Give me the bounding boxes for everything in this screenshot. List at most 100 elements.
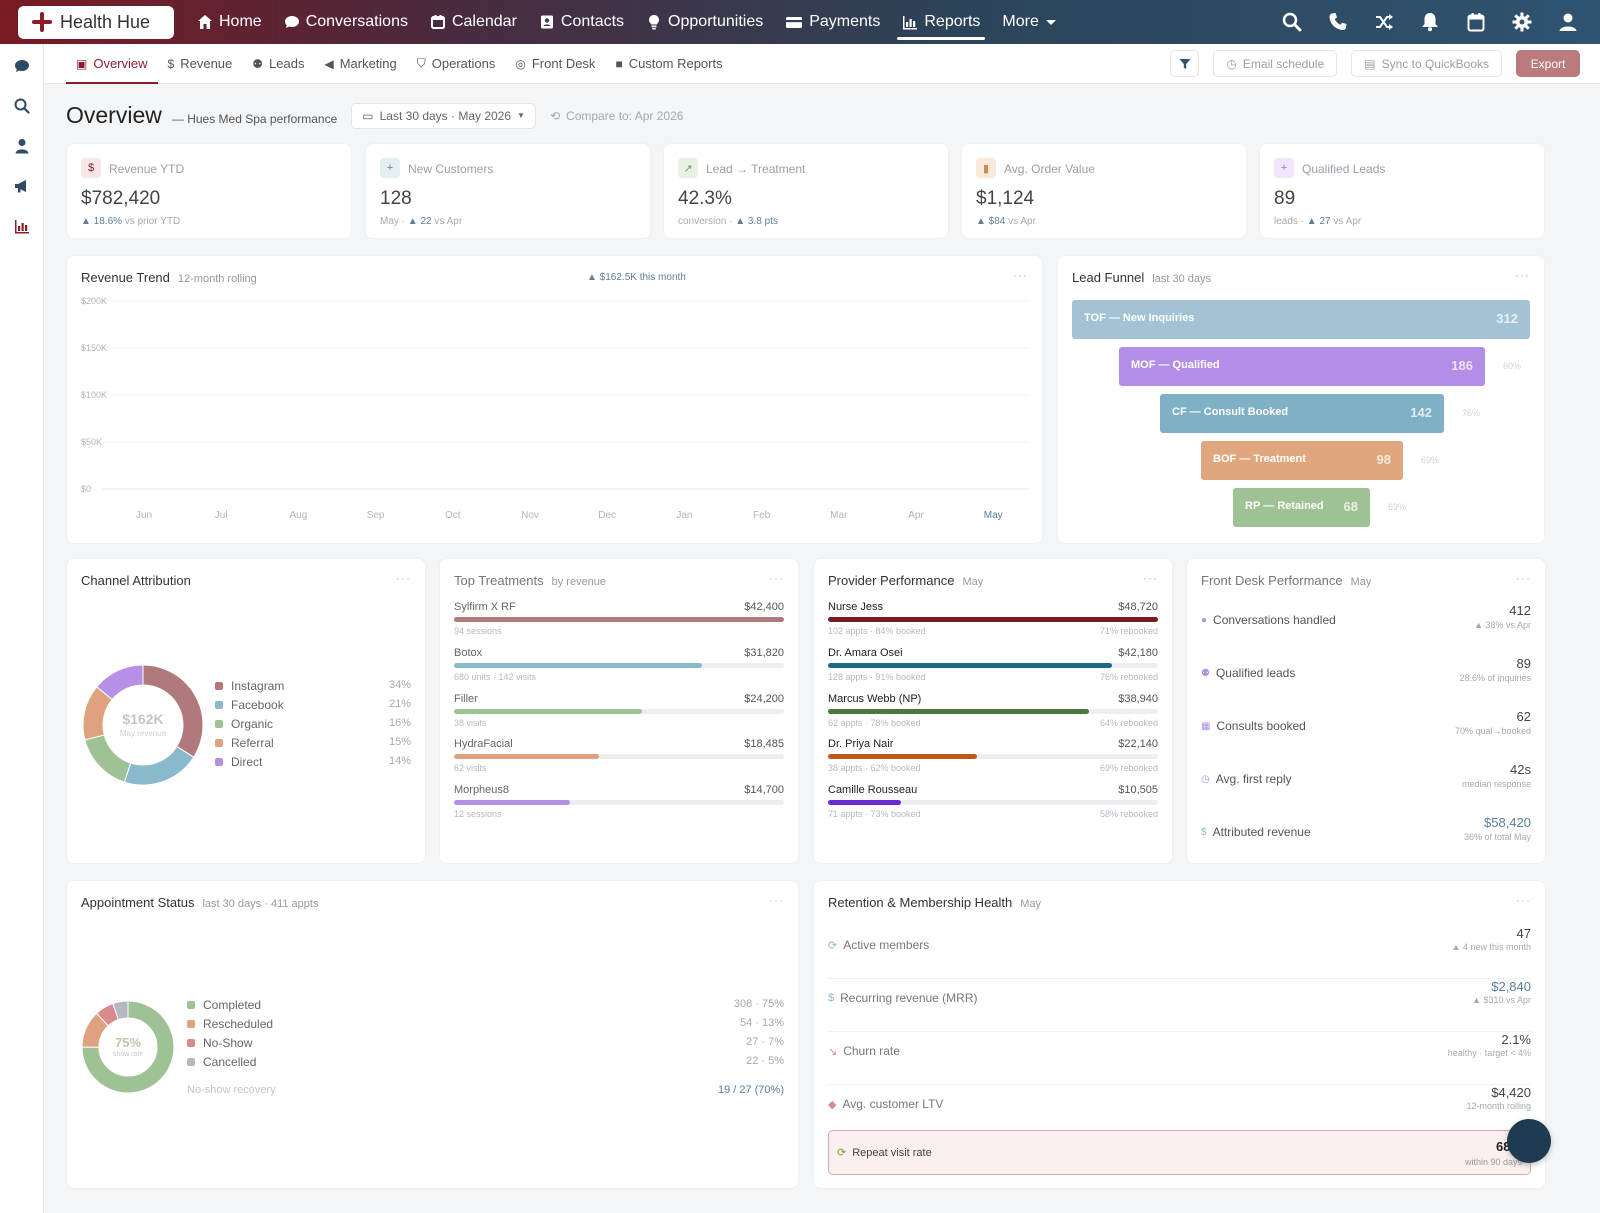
- treatment-bar-fill: [454, 754, 600, 760]
- treatment-note: 94 sessions: [454, 626, 502, 636]
- treatment-bar-track: [454, 617, 784, 622]
- nav-contacts[interactable]: Contacts: [528, 0, 635, 44]
- help-chat-button[interactable]: [1507, 1119, 1551, 1163]
- frontdesk-note: 28.6% of inquiries: [1459, 673, 1531, 683]
- provider-note: 38 appts · 62% booked: [828, 763, 921, 774]
- treatment-bar-track: [454, 662, 784, 668]
- bell-icon[interactable]: [1416, 8, 1444, 36]
- funnel-stage-bar[interactable]: RP — Retained 68: [1233, 488, 1370, 527]
- tab-overview[interactable]: ▣ Overview: [66, 44, 158, 84]
- nav-conversations[interactable]: Conversations: [273, 0, 419, 44]
- provider-bar-track: [828, 708, 1158, 714]
- nav-calendar[interactable]: Calendar: [419, 0, 528, 44]
- nav-reports[interactable]: Reports: [891, 0, 991, 44]
- more-options-icon[interactable]: ···: [769, 571, 784, 585]
- appointment-slice[interactable]: [81, 1000, 175, 1094]
- phone-icon[interactable]: [1324, 8, 1352, 36]
- revenue-trend-chart: $200K $150K $100K $50K $0 Jun Jul Aug Sep Oct Nov D…: [81, 296, 1029, 521]
- provider-note: 128 appts · 91% booked: [828, 671, 926, 682]
- funnel-stage-bar[interactable]: TOF — New Inquiries 312: [1072, 300, 1530, 339]
- channel-slice[interactable]: [84, 734, 132, 783]
- more-options-icon[interactable]: ···: [1013, 268, 1028, 282]
- provider-name[interactable]: Dr. Priya Nair: [828, 738, 894, 751]
- page-header: Overview — Hues Med Spa performance ▭ La…: [66, 102, 683, 129]
- provider-name[interactable]: Camille Rousseau: [828, 784, 918, 797]
- top-treatments-card: Top Treatments by revenue ··· Sylfirm X R…: [439, 558, 799, 864]
- export-button[interactable]: Export: [1516, 50, 1580, 77]
- y-tick-label: $200K: [81, 296, 107, 306]
- filter-button[interactable]: [1170, 50, 1200, 77]
- funnel-stage-bar[interactable]: BOF — Treatment 98: [1201, 441, 1403, 480]
- date-range-select[interactable]: ▭ Last 30 days · May 2026 ▼: [351, 102, 536, 129]
- tab-marketing[interactable]: ◀ Marketing: [314, 44, 406, 84]
- more-options-icon[interactable]: ···: [769, 893, 784, 907]
- chat-icon[interactable]: [12, 56, 32, 76]
- kpi-delta-value: ▲ 3.8 pts: [735, 216, 778, 227]
- app-logo[interactable]: Health Hue: [18, 5, 174, 39]
- funnel-stage-bar[interactable]: MOF — Qualified 186: [1119, 347, 1485, 386]
- more-options-icon[interactable]: ···: [1516, 893, 1531, 907]
- channel-slice[interactable]: [123, 745, 195, 786]
- megaphone-icon[interactable]: [12, 176, 32, 196]
- kpi-value: 89: [1274, 188, 1296, 209]
- provider-name[interactable]: Marcus Webb (NP): [828, 692, 922, 705]
- nav-more[interactable]: More: [991, 0, 1067, 44]
- legend-label: Instagram: [231, 679, 285, 693]
- tab-custom-reports[interactable]: ■ Custom Reports: [605, 44, 732, 84]
- treatment-name: Sylfirm X RF: [454, 601, 516, 613]
- tab-leads[interactable]: ⚉ Leads: [242, 44, 314, 84]
- treatment-value: $42,400: [744, 601, 784, 613]
- treatment-bar-track: [454, 754, 784, 760]
- nav-home[interactable]: Home: [186, 0, 273, 44]
- nav-opportunities[interactable]: Opportunities: [635, 0, 774, 44]
- frontdesk-note: ▲ 38% vs Apr: [1474, 620, 1531, 630]
- treatment-name: Filler: [454, 692, 478, 705]
- chevron-down-icon: [1045, 20, 1056, 25]
- book-icon: ▤: [1364, 56, 1376, 71]
- kpi-value: $782,420: [81, 188, 161, 209]
- email-schedule-button[interactable]: ◷ Email schedule: [1213, 50, 1338, 77]
- more-options-icon[interactable]: ···: [1515, 268, 1530, 282]
- legend-pct: 14%: [388, 755, 411, 767]
- calendar-icon[interactable]: [1462, 8, 1490, 36]
- frontdesk-note: median response: [1461, 779, 1531, 789]
- shuffle-icon[interactable]: [1370, 8, 1398, 36]
- kpi-delta-suffix: vs prior YTD: [122, 216, 181, 227]
- kpi-delta: leads · ▲ 27 vs Apr: [1274, 216, 1361, 227]
- sync-quickbooks-button[interactable]: ▤ Sync to QuickBooks: [1351, 50, 1502, 77]
- sync-label: Sync to QuickBooks: [1381, 56, 1489, 71]
- more-options-icon[interactable]: ···: [396, 571, 411, 585]
- nav-payments[interactable]: Payments: [774, 0, 891, 44]
- compare-select[interactable]: ⟲ Compare to: Apr 2026: [550, 109, 683, 123]
- tab-front-desk[interactable]: ◎ Front Desk: [505, 44, 605, 84]
- frontdesk-label: Consults booked: [1216, 719, 1306, 733]
- x-tick-label: Jul: [215, 510, 228, 521]
- funnel-stage-label: MOF — Qualified: [1131, 359, 1220, 371]
- nav-home-label: Home: [219, 13, 262, 30]
- provider-name[interactable]: Nurse Jess: [828, 601, 884, 613]
- provider-performance-card: Provider Performance May ··· Nurse Jess $4…: [813, 558, 1173, 864]
- legend-swatch: [215, 682, 223, 690]
- appointment-slice[interactable]: [112, 1000, 129, 1021]
- provider-name[interactable]: Dr. Amara Osei: [828, 646, 903, 659]
- bar-chart-icon[interactable]: [12, 216, 32, 236]
- user-icon[interactable]: [1554, 8, 1582, 36]
- more-options-icon[interactable]: ···: [1143, 571, 1158, 585]
- provider-value: $10,505: [1118, 784, 1158, 797]
- trend-up-icon: ↗: [678, 158, 698, 178]
- kpi-delta: conversion · ▲ 3.8 pts: [678, 216, 778, 227]
- gear-icon[interactable]: [1508, 8, 1536, 36]
- kpi-delta: May · ▲ 22 vs Apr: [380, 216, 462, 227]
- more-options-icon[interactable]: ···: [1516, 571, 1531, 585]
- x-tick-label: Nov: [521, 510, 539, 521]
- top-utility-icons: [1278, 0, 1582, 44]
- provider-bar-fill: [828, 800, 901, 806]
- user-icon[interactable]: [12, 136, 32, 156]
- channel-slice[interactable]: [96, 664, 144, 701]
- tab-operations[interactable]: ⛉ Operations: [407, 44, 506, 84]
- search-icon[interactable]: [12, 96, 32, 116]
- funnel-stage-value: 68: [1343, 499, 1358, 514]
- tab-revenue[interactable]: $ Revenue: [158, 44, 243, 84]
- funnel-stage-bar[interactable]: CF — Consult Booked 142: [1160, 394, 1444, 433]
- search-icon[interactable]: [1278, 8, 1306, 36]
